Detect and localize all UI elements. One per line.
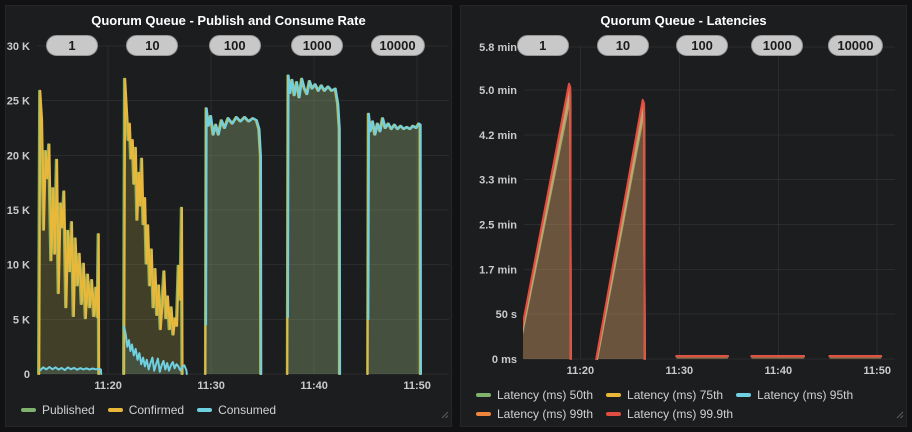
legend-label: Latency (ms) 95th — [757, 388, 854, 402]
series-line-published — [122, 77, 183, 375]
series-area-published — [204, 108, 261, 375]
series-area-consumed — [368, 113, 421, 375]
annotation-pill-10000[interactable]: 10000 — [370, 35, 425, 56]
legend-label: Latency (ms) 75th — [627, 388, 724, 402]
y-axis-tick-label: 4.2 min — [479, 130, 517, 142]
legend-item-latency-ms-95th[interactable]: Latency (ms) 95th — [736, 388, 853, 402]
x-axis-tick-label: 11:30 — [197, 380, 225, 392]
series-area-consumed — [288, 75, 341, 374]
y-axis-tick-label: 1.7 min — [479, 264, 517, 276]
legend-swatch — [606, 412, 622, 416]
annotation-pill-1[interactable]: 1 — [516, 35, 569, 56]
latencies-chart[interactable]: 0 ms 50 s 1.7 min 2.5 min 3.3 min 4.2 min 5.0 … — [461, 6, 906, 426]
series-area-latency-ms-95th — [523, 92, 571, 359]
y-axis-tick-label: 0 ms — [492, 354, 517, 366]
legend-item-latency-ms-50th[interactable]: Latency (ms) 50th — [476, 388, 593, 402]
y-axis-tick-label: 50 s — [496, 309, 517, 321]
series-area-confirmed — [367, 113, 421, 375]
legend-swatch — [197, 408, 213, 412]
x-axis-tick-label: 11:40 — [765, 365, 793, 377]
legend-swatch — [476, 412, 491, 416]
legend-swatch — [736, 393, 752, 397]
x-axis-tick-label: 11:30 — [666, 365, 694, 377]
series-area-confirmed — [39, 90, 100, 375]
legend-label: Latency (ms) 50th — [497, 388, 594, 402]
annotation-pill-10[interactable]: 10 — [596, 35, 649, 56]
y-axis-tick-label: 3.3 min — [479, 175, 517, 187]
annotation-pill-10[interactable]: 10 — [126, 35, 179, 56]
series-area-consumed — [206, 108, 262, 375]
series-area-latency-ms-99-9th — [523, 83, 571, 359]
annotation-pill-1000[interactable]: 1000 — [291, 35, 344, 56]
legend-label: Consumed — [218, 403, 277, 417]
legend-swatch — [606, 393, 622, 397]
y-axis-tick-label: 15 K — [7, 205, 30, 217]
annotation-pill-1000[interactable]: 1000 — [751, 35, 804, 56]
series-area-consumed — [124, 327, 187, 374]
legend-item-published[interactable]: Published — [21, 403, 95, 417]
series-area-published — [38, 90, 98, 375]
legend-label: Published — [42, 403, 95, 417]
resize-grip-icon — [896, 411, 904, 419]
legend-label: Latency (ms) 99th — [497, 407, 594, 421]
y-axis-tick-label: 10 K — [7, 260, 30, 272]
panel-title[interactable]: Quorum Queue - Latencies — [600, 13, 767, 28]
x-axis-tick-label: 11:50 — [403, 380, 431, 392]
y-axis-tick-label: 5.0 min — [479, 85, 517, 97]
y-axis-tick-label: 30 K — [7, 41, 30, 53]
annotation-pill-1[interactable]: 1 — [46, 35, 99, 56]
series-line-confirmed — [38, 89, 101, 375]
legend-label: Confirmed — [128, 403, 185, 417]
y-axis-tick-label: 20 K — [7, 150, 30, 162]
y-axis-tick-label: 25 K — [7, 96, 30, 108]
y-axis-tick-label: 2.5 min — [479, 220, 517, 232]
legend-item-latency-ms-99-9th[interactable]: Latency (ms) 99.9th — [606, 407, 733, 421]
panel-publish-consume-rate: Quorum Queue - Publish and Consume Rate … — [5, 5, 452, 427]
series-area-published — [286, 75, 339, 374]
series-line-consumed — [39, 366, 103, 375]
x-axis-tick-label: 11:20 — [94, 380, 122, 392]
series-line-latency-ms-99-9th — [595, 98, 646, 360]
legend-item-latency-ms-99th[interactable]: Latency (ms) 99th — [476, 407, 593, 421]
series-line-latency-ms-99-9th — [523, 82, 572, 360]
series-area-published — [367, 113, 420, 375]
y-axis-tick-label: 5 K — [13, 314, 30, 326]
y-axis-tick-label: 0 — [24, 369, 30, 381]
x-axis-tick-label: 11:20 — [567, 365, 595, 377]
series-line-consumed — [205, 107, 263, 375]
legend-label: Latency (ms) 99.9th — [627, 407, 734, 421]
legend-item-confirmed[interactable]: Confirmed — [107, 403, 185, 417]
annotation-pill-100[interactable]: 100 — [676, 35, 729, 56]
series-line-consumed — [367, 112, 422, 375]
series-line-consumed — [123, 326, 188, 375]
panel-resize-handle[interactable] — [440, 406, 449, 424]
legend: Latency (ms) 50th Latency (ms) 75th Latenc… — [476, 388, 898, 421]
series-area-latency-ms-75th — [523, 97, 571, 359]
panel-title[interactable]: Quorum Queue - Publish and Consume Rate — [91, 13, 366, 28]
series-area-latency-ms-50th — [523, 103, 571, 359]
x-axis-tick-label: 11:40 — [300, 380, 328, 392]
legend-swatch — [107, 408, 123, 412]
legend: Published Confirmed Consumed — [21, 403, 443, 417]
legend-swatch — [476, 393, 491, 397]
panel-latencies: Quorum Queue - Latencies 0 ms 50 s 1.7 min… — [460, 5, 907, 427]
legend-item-latency-ms-75th[interactable]: Latency (ms) 75th — [606, 388, 723, 402]
legend-item-consumed[interactable]: Consumed — [197, 403, 276, 417]
y-axis-tick-label: 5.8 min — [479, 42, 517, 54]
annotation-pill-10000[interactable]: 10000 — [828, 35, 883, 56]
resize-grip-icon — [441, 411, 449, 419]
series-area-confirmed — [287, 75, 340, 374]
annotation-pill-100[interactable]: 100 — [208, 35, 261, 56]
series-area-confirmed — [205, 108, 261, 375]
series-line-consumed — [287, 74, 342, 375]
series-area-latency-ms-99th — [523, 88, 571, 359]
series-line-confirmed — [123, 77, 184, 375]
legend-swatch — [21, 408, 36, 412]
x-axis-tick-label: 11:50 — [863, 365, 891, 377]
panel-resize-handle[interactable] — [895, 406, 904, 424]
publish-consume-rate-chart[interactable]: 0 5 K 10 K 15 K 20 K 25 K 30 K 11:20 11:30 11:40 1… — [6, 6, 451, 426]
